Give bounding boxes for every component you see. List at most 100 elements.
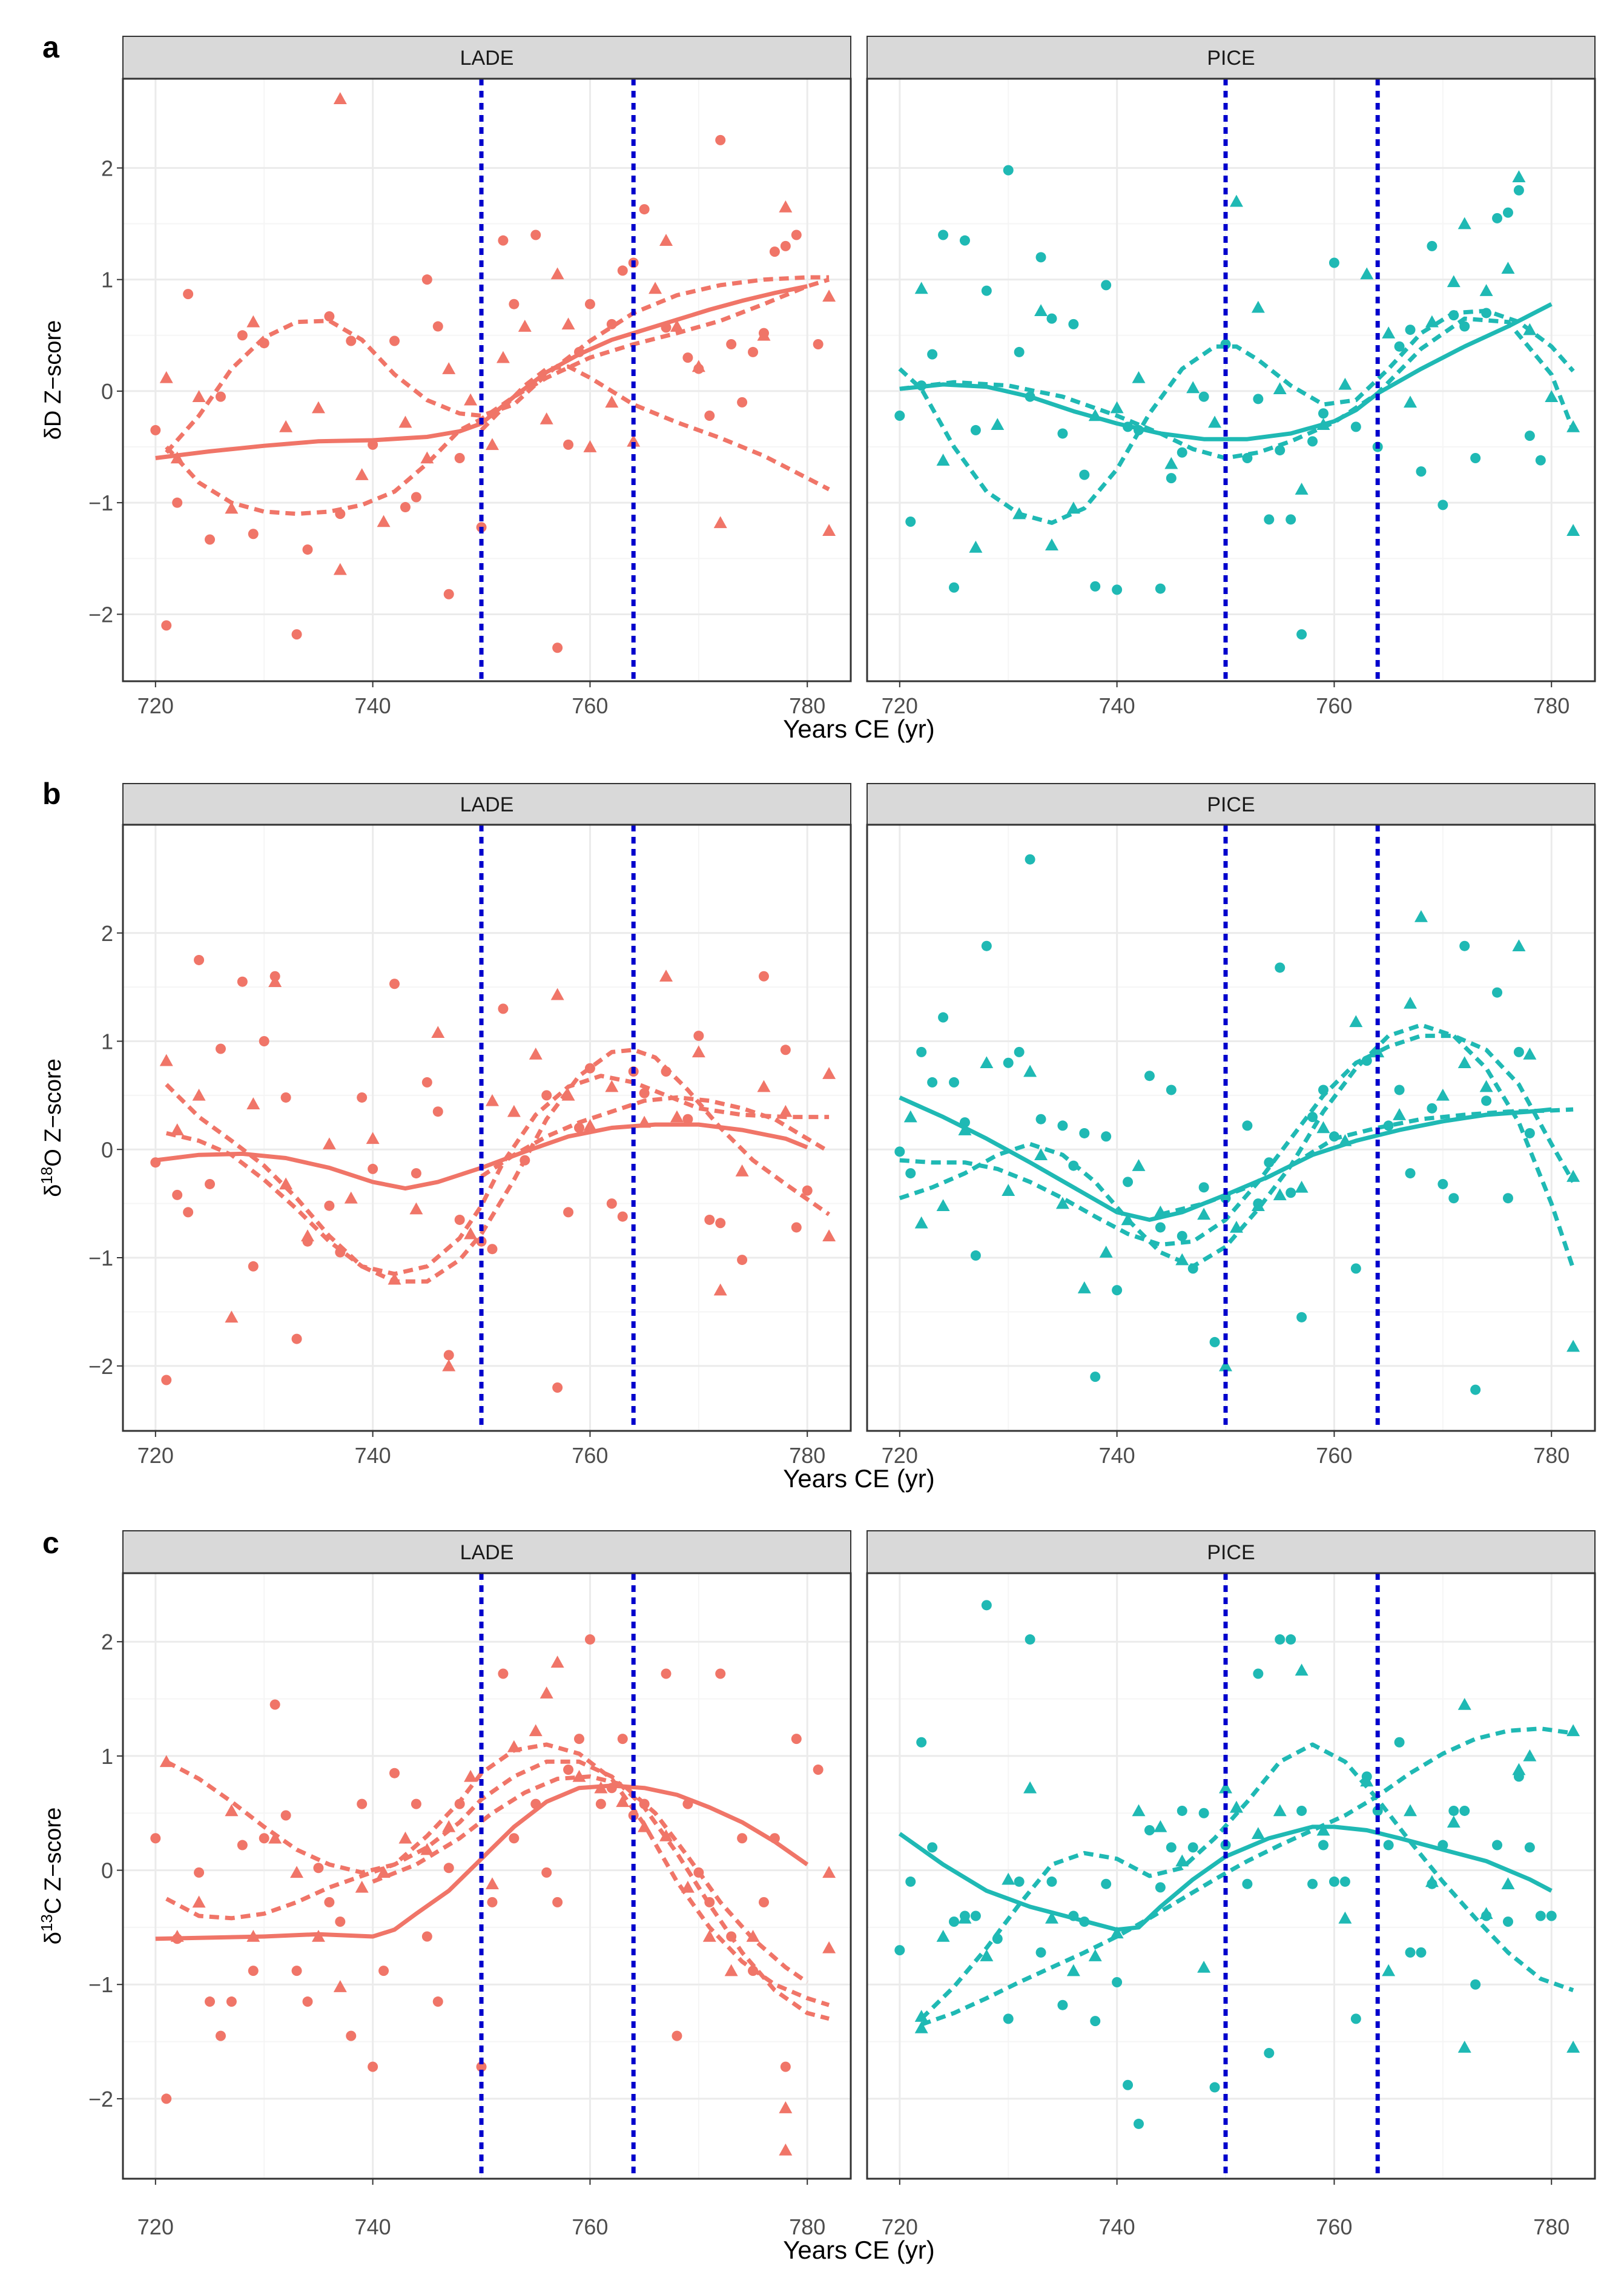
smooth-fit-line-dashed — [480, 364, 830, 492]
smooth-fit-line-dashed — [166, 1074, 830, 1276]
data-point-triangle — [1501, 1877, 1515, 1890]
data-point-circle — [981, 1600, 992, 1611]
facet-strip-label: LADE — [460, 793, 514, 816]
data-point-circle — [606, 1198, 617, 1209]
data-point-triangle — [377, 515, 391, 527]
data-point-circle — [1177, 447, 1187, 458]
data-point-circle — [498, 1003, 509, 1014]
data-point-circle — [617, 1734, 628, 1745]
y-axis-title-superscript: 13 — [38, 1914, 56, 1932]
data-point-triangle — [1404, 1804, 1418, 1817]
data-point-circle — [1492, 1840, 1503, 1851]
panel-label: c — [42, 1526, 59, 1560]
data-point-circle — [1318, 1840, 1329, 1851]
data-point-triangle — [1273, 1188, 1287, 1201]
data-point-triangle — [757, 1080, 771, 1092]
data-point-circle — [1079, 1128, 1090, 1138]
data-point-circle — [813, 339, 824, 350]
data-point-triangle — [1132, 371, 1146, 383]
data-point-circle — [1383, 1840, 1394, 1851]
data-point-triangle — [561, 317, 575, 330]
facet-strip-label: PICE — [1207, 1541, 1255, 1564]
data-point-triangle — [1404, 395, 1418, 408]
data-point-triangle — [903, 1110, 917, 1123]
data-point-triangle — [1404, 996, 1418, 1009]
facet-strip-label: LADE — [460, 1541, 514, 1564]
data-point-circle — [1296, 1312, 1307, 1322]
data-point-triangle — [822, 1229, 836, 1242]
data-point-circle — [552, 642, 563, 653]
data-point-triangle — [1566, 1724, 1580, 1737]
data-point-circle — [726, 339, 737, 350]
data-point-triangle — [431, 1026, 445, 1038]
data-point-circle — [443, 1863, 454, 1874]
data-point-circle — [1264, 514, 1275, 525]
data-point-triangle — [1002, 1872, 1015, 1885]
data-point-circle — [389, 335, 400, 346]
data-point-circle — [1101, 280, 1112, 291]
data-point-circle — [1296, 629, 1307, 640]
data-point-triangle — [1175, 1854, 1189, 1867]
data-point-circle — [161, 1375, 172, 1385]
data-point-triangle — [496, 351, 510, 363]
y-tick-label: −2 — [88, 602, 113, 627]
data-point-triangle — [616, 1795, 630, 1808]
data-point-circle — [1427, 240, 1438, 251]
y-axis-title-suffix: Z−score — [41, 320, 66, 411]
data-point-circle — [758, 971, 769, 982]
data-point-circle — [1448, 1193, 1459, 1204]
y-axis-title: δ18O Z−score — [38, 1058, 66, 1197]
data-point-circle — [487, 1897, 498, 1907]
data-point-circle — [1187, 1842, 1198, 1853]
facet-strip — [866, 1530, 1596, 1574]
data-point-triangle — [914, 2021, 928, 2033]
data-point-circle — [1003, 2013, 1014, 2024]
data-point-circle — [1513, 185, 1524, 196]
facet-pice: PICE 720 740 760 780 — [866, 1530, 1596, 2239]
data-point-triangle — [1132, 1804, 1146, 1817]
data-point-triangle — [1251, 1827, 1265, 1839]
y-axis-title-prefix: δ — [41, 1184, 66, 1197]
data-point-circle — [1350, 421, 1361, 432]
data-point-circle — [1275, 1634, 1286, 1645]
data-point-circle — [552, 1382, 563, 1393]
data-point-triangle — [936, 454, 950, 466]
facet-strip — [122, 783, 851, 825]
plot-border — [866, 824, 1596, 1432]
data-point-circle — [248, 1261, 259, 1272]
x-axis-title: Years CE (yr) — [783, 715, 935, 743]
data-point-circle — [172, 497, 183, 508]
data-point-triangle — [822, 524, 836, 537]
data-point-triangle — [268, 1831, 282, 1844]
y-axis-title-superscript: 18 — [38, 1167, 56, 1184]
data-point-triangle — [398, 1831, 412, 1844]
x-axis-title: Years CE (yr) — [783, 2236, 935, 2264]
data-point-triangle — [692, 1045, 705, 1058]
data-point-triangle — [1132, 1159, 1146, 1171]
data-point-circle — [357, 1798, 368, 1809]
data-point-circle — [1329, 1876, 1339, 1887]
data-point-circle — [1057, 428, 1068, 439]
facet-pice: PICE 720 740 760 780 — [866, 783, 1596, 1468]
data-point-triangle — [1055, 1197, 1069, 1209]
x-tick-label: 740 — [1099, 1443, 1135, 1468]
data-point-triangle — [550, 1656, 564, 1668]
data-point-triangle — [355, 468, 369, 480]
data-point-triangle — [1002, 1184, 1015, 1196]
data-point-triangle — [246, 315, 260, 328]
data-point-triangle — [485, 438, 499, 451]
data-point-circle — [949, 582, 960, 593]
smooth-fit-line-dashed — [165, 1048, 831, 1284]
smooth-fit-line-dashed — [480, 1095, 830, 1178]
data-point-circle — [1459, 940, 1470, 951]
data-point-circle — [595, 1798, 606, 1809]
x-tick-label: 780 — [1533, 2214, 1570, 2239]
data-point-triangle — [279, 1177, 293, 1190]
data-point-triangle — [442, 1359, 456, 1372]
x-tick-label: 780 — [1533, 1443, 1570, 1468]
data-point-circle — [573, 1734, 584, 1745]
data-point-circle — [769, 246, 780, 257]
data-point-circle — [1416, 466, 1427, 477]
data-point-triangle — [670, 1110, 684, 1123]
